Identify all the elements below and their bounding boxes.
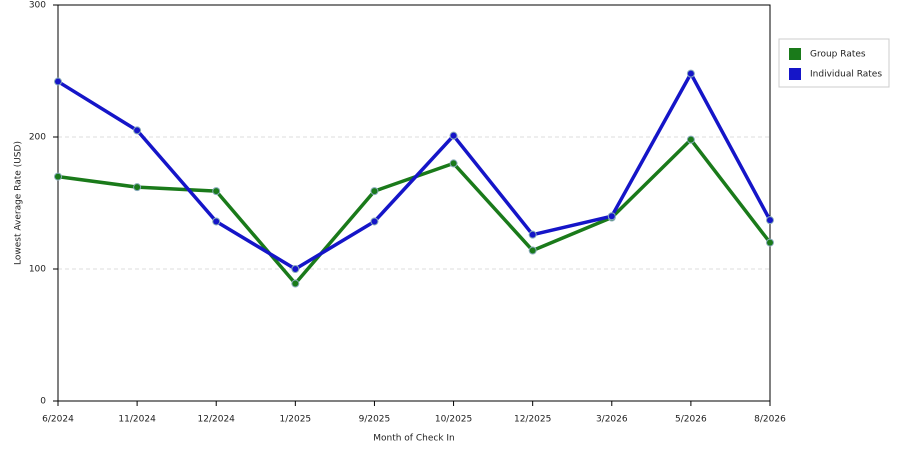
point [370, 187, 379, 196]
x-tick-label: 8/2026 [754, 415, 786, 425]
x-tick-label: 3/2026 [596, 415, 628, 425]
y-axis-label: Lowest Average Rate (USD) [14, 141, 24, 265]
x-tick-label: 12/2025 [514, 415, 551, 425]
series-line [57, 71, 772, 271]
point [686, 135, 695, 144]
point [54, 77, 62, 86]
y-tick-label: 300 [29, 1, 46, 11]
x-tick-label: 5/2026 [675, 415, 707, 425]
x-tick-label: 9/2025 [359, 415, 391, 425]
y-tick-label: 100 [29, 265, 46, 275]
point [133, 126, 142, 135]
point [449, 131, 458, 140]
point [766, 216, 774, 225]
x-tick-label: 6/2024 [42, 415, 74, 425]
x-axis-label: Month of Check In [373, 434, 455, 444]
point [212, 217, 221, 226]
y-tick-label: 200 [29, 133, 46, 143]
point [449, 159, 458, 168]
point [686, 69, 695, 78]
y-tick-label: 0 [40, 397, 46, 407]
point [528, 246, 537, 255]
plot-frame [57, 4, 771, 402]
x-tick-label: 1/2025 [279, 415, 311, 425]
point [133, 183, 142, 192]
legend-swatch [789, 68, 801, 80]
point [607, 212, 616, 221]
point [212, 187, 221, 196]
point [54, 172, 62, 181]
legend-label: Individual Rates [810, 70, 882, 80]
point [370, 217, 379, 226]
x-tick-label: 10/2025 [435, 415, 472, 425]
point [766, 238, 774, 247]
point [291, 265, 300, 273]
point [291, 279, 300, 288]
legend-label: Group Rates [810, 50, 866, 60]
x-tick-label: 12/2024 [198, 415, 236, 425]
point [528, 230, 537, 239]
legend-swatch [789, 48, 801, 60]
x-tick-label: 11/2024 [118, 415, 156, 425]
